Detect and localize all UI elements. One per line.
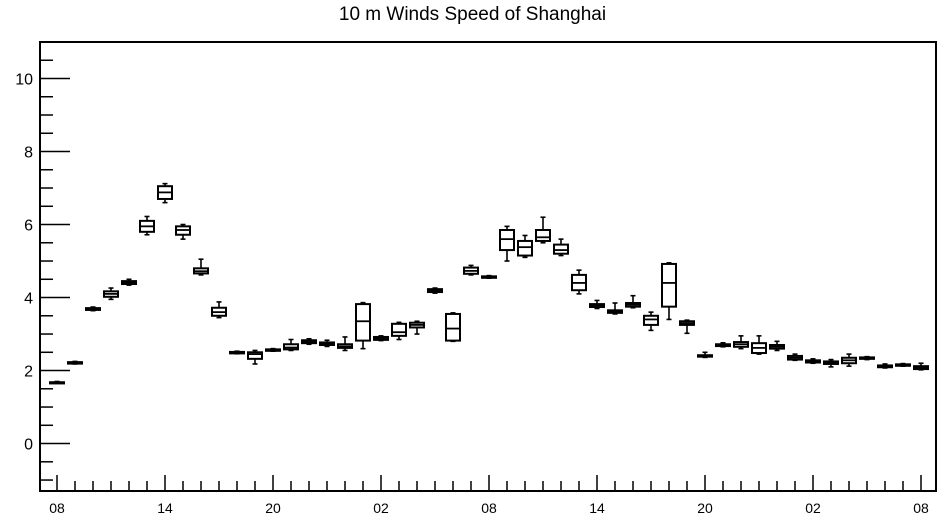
box-24 <box>481 274 497 279</box>
box-12 <box>265 347 281 352</box>
box-iqr <box>391 322 407 337</box>
box-42 <box>805 358 821 365</box>
box-25 <box>499 225 515 262</box>
box-9 <box>211 301 227 319</box>
box-41 <box>787 353 803 362</box>
box-23 <box>463 264 479 276</box>
box-15 <box>319 339 335 348</box>
box-2 <box>85 306 101 312</box>
box-26 <box>517 234 533 259</box>
y-tick-label: 10 <box>15 72 33 89</box>
box-iqr <box>661 262 677 308</box>
box-1 <box>67 360 83 365</box>
x-tick-label: 08 <box>49 500 65 516</box>
box-11 <box>247 349 263 365</box>
box-19 <box>391 321 407 341</box>
x-tick-label: 02 <box>805 500 821 516</box>
y-tick-label: 4 <box>24 291 33 308</box>
y-tick-label: 0 <box>24 437 33 454</box>
box-40 <box>769 340 785 352</box>
plot-frame <box>39 41 937 492</box>
box-18 <box>373 335 389 342</box>
box-iqr <box>499 228 515 252</box>
box-14 <box>301 337 317 346</box>
box-iqr <box>355 303 371 342</box>
box-33 <box>643 311 659 332</box>
box-21 <box>427 287 443 294</box>
x-tick-label: 14 <box>589 500 605 516</box>
box-16 <box>337 336 353 352</box>
box-27 <box>535 216 551 244</box>
box-36 <box>697 351 713 359</box>
box-10 <box>229 350 245 355</box>
y-tick-label: 8 <box>24 145 33 162</box>
y-tick-label: 2 <box>24 364 33 381</box>
box-20 <box>409 320 425 335</box>
box-6 <box>157 182 173 204</box>
x-tick-label: 08 <box>913 500 929 516</box>
box-45 <box>859 355 875 361</box>
box-7 <box>175 223 191 240</box>
box-17 <box>355 301 371 350</box>
box-47 <box>895 362 911 367</box>
box-iqr <box>643 314 659 326</box>
x-tick-label: 14 <box>157 500 173 516</box>
box-29 <box>571 269 587 295</box>
box-0 <box>49 380 65 385</box>
box-22 <box>445 312 461 343</box>
box-13 <box>283 338 299 352</box>
chart-title: 10 m Winds Speed of Shanghai <box>338 4 607 25</box>
box-28 <box>553 238 569 257</box>
axis-ticks <box>40 41 922 491</box>
y-tick-label: 6 <box>24 218 33 235</box>
box-37 <box>715 341 731 348</box>
box-35 <box>679 319 695 335</box>
x-tick-label: 20 <box>265 500 281 516</box>
box-4 <box>121 278 137 286</box>
box-30 <box>589 299 605 310</box>
x-tick-label: 20 <box>697 500 713 516</box>
box-48 <box>913 362 929 371</box>
box-8 <box>193 258 209 276</box>
x-tick-label: 02 <box>373 500 389 516</box>
box-34 <box>661 262 677 321</box>
box-iqr <box>535 228 551 242</box>
box-iqr <box>445 312 461 342</box>
box-3 <box>103 287 119 301</box>
box-31 <box>607 302 623 315</box>
x-tick-label: 08 <box>481 500 497 516</box>
box-44 <box>841 353 857 367</box>
box-iqr <box>553 243 569 255</box>
box-series <box>49 182 929 385</box>
box-32 <box>625 294 641 309</box>
box-43 <box>823 358 839 368</box>
box-5 <box>139 215 155 236</box>
box-38 <box>733 335 749 350</box>
box-iqr <box>247 351 263 360</box>
box-39 <box>751 335 767 355</box>
box-iqr <box>517 239 533 257</box>
box-46 <box>877 363 893 369</box>
